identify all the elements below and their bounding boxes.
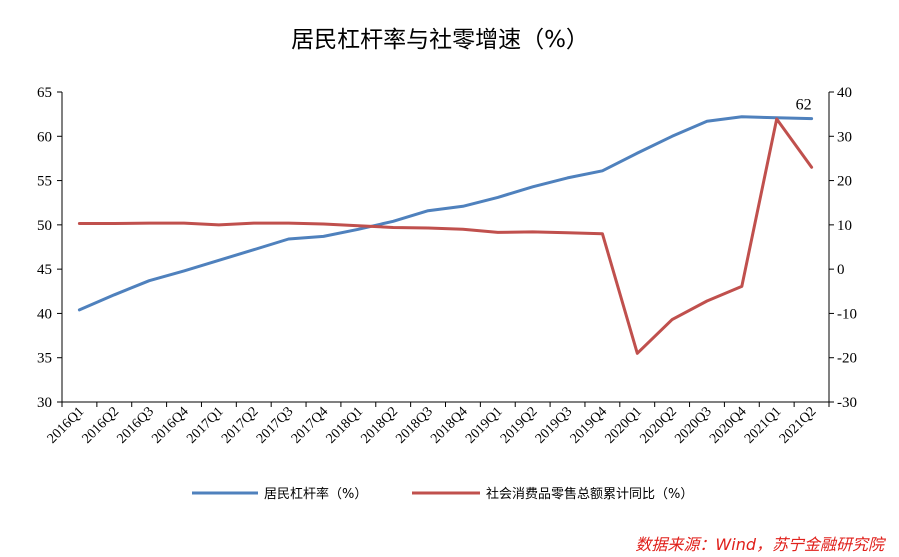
x-tick-label: 2016Q3 [114, 404, 157, 447]
x-tick-label: 2019Q3 [533, 404, 576, 447]
y-right-tick-label: -30 [837, 395, 857, 411]
series-lines [77, 115, 814, 355]
y-right-tick-label: 20 [837, 174, 852, 190]
series-line-0 [77, 115, 814, 312]
x-tick-label: 2018Q1 [324, 404, 367, 447]
series-line-1 [77, 117, 814, 355]
y-left-tick-label: 65 [37, 85, 52, 101]
x-tick-label: 2016Q4 [149, 404, 192, 447]
source-note: 数据来源：Wind，苏宁金融研究院 [635, 535, 887, 554]
y-right-tick-label: 40 [837, 85, 852, 101]
data-label-annotation: 62 [796, 97, 812, 114]
x-tick-label: 2020Q1 [603, 404, 646, 447]
x-tick-label: 2019Q1 [463, 404, 506, 447]
legend-label-leverage: 居民杠杆率（%） [264, 486, 367, 502]
y-right-tick-label: -20 [837, 351, 857, 367]
x-tick-label: 2021Q2 [777, 404, 820, 447]
y-right-tick-label: 0 [837, 262, 845, 278]
legend-label-retail-sales: 社会消费品零售总额累计同比（%） [486, 486, 693, 502]
x-tick-label: 2020Q3 [672, 404, 715, 447]
y-left-tick-label: 55 [37, 174, 52, 190]
y-left-tick-label: 40 [37, 306, 52, 322]
x-tick-label: 2019Q4 [568, 404, 611, 447]
x-tick-label: 2020Q2 [637, 404, 680, 447]
y-right-tick-label: 30 [837, 129, 852, 145]
x-tick-label: 2018Q2 [359, 404, 402, 447]
y-left-tick-label: 60 [37, 129, 52, 145]
y-right-tick-label: 10 [837, 218, 852, 234]
y-left-tick-label: 50 [37, 218, 52, 234]
y-left-tick-label: 35 [37, 351, 52, 367]
x-tick-label: 2017Q3 [254, 404, 297, 447]
x-tick-label: 2021Q1 [742, 404, 785, 447]
axes: 3035404550556065-30-20-100102030402016Q1… [37, 85, 857, 447]
x-tick-label: 2020Q4 [707, 404, 750, 447]
y-left-tick-label: 30 [37, 395, 52, 411]
annotations: 62 [796, 97, 812, 114]
x-tick-label: 2018Q3 [393, 404, 436, 447]
x-tick-label: 2019Q2 [498, 404, 541, 447]
x-tick-label: 2016Q2 [80, 404, 123, 447]
y-right-tick-label: -10 [837, 306, 857, 322]
x-tick-label: 2017Q2 [219, 404, 262, 447]
chart-title: 居民杠杆率与社零增速（%） [291, 27, 589, 53]
y-left-tick-label: 45 [37, 262, 52, 278]
x-tick-label: 2017Q4 [289, 404, 332, 447]
legend: 居民杠杆率（%） 社会消费品零售总额累计同比（%） [192, 486, 693, 502]
x-tick-label: 2017Q1 [184, 404, 227, 447]
x-tick-label: 2018Q4 [428, 404, 471, 447]
